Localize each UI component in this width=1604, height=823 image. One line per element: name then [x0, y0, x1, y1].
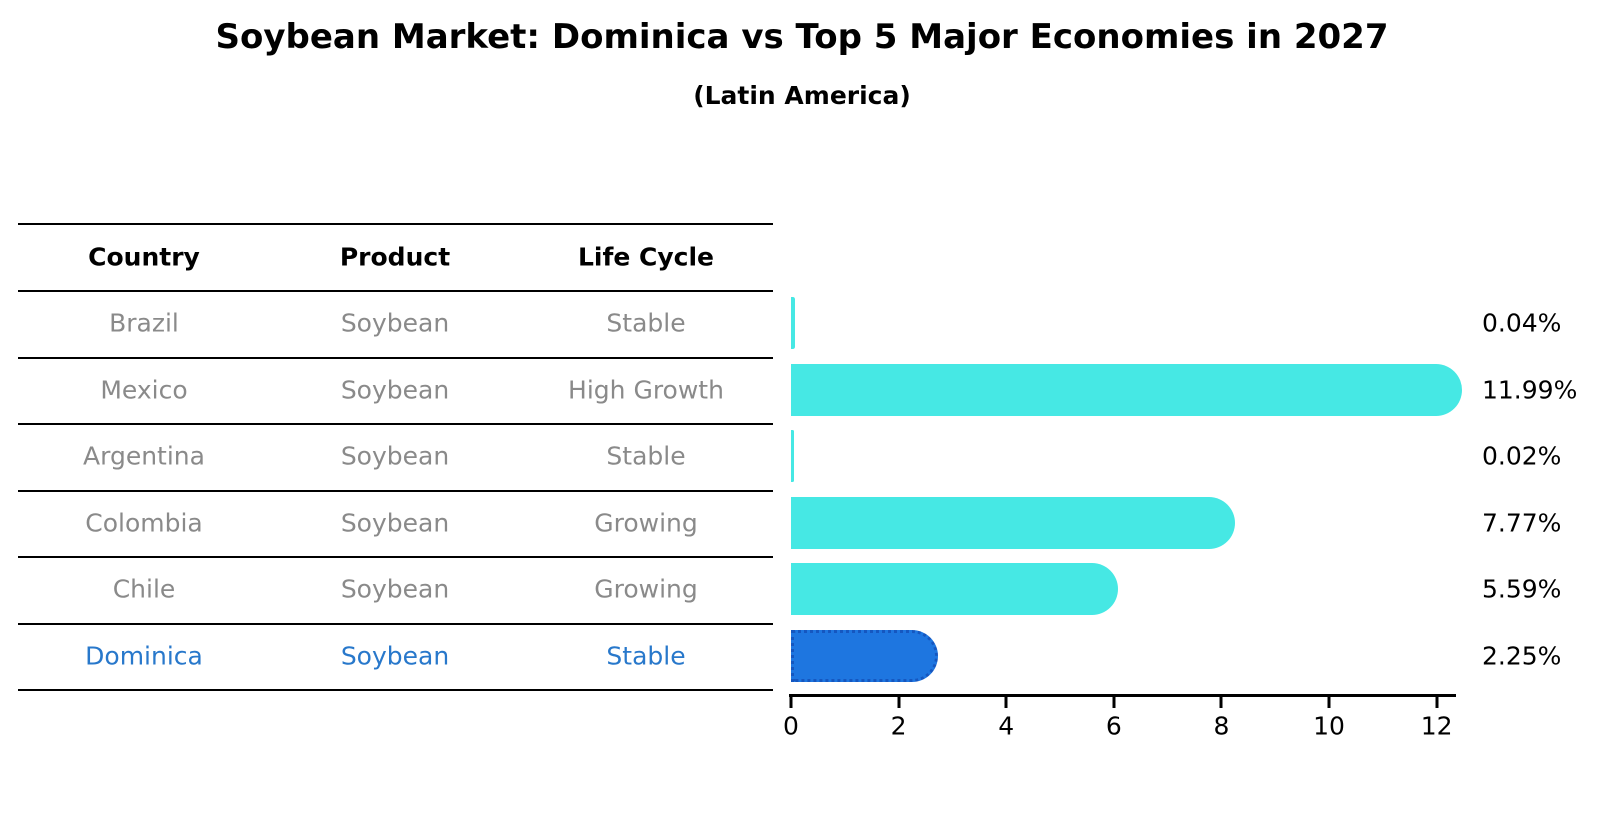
bar-value-label-colombia: 7.77%	[1482, 508, 1562, 538]
cell-product-chile: Soybean	[340, 574, 450, 604]
x-axis-tick-label: 6	[1105, 711, 1122, 741]
cell-country-brazil: Brazil	[109, 308, 179, 338]
cell-life-cycle-chile: Growing	[594, 574, 698, 604]
table-separator-line	[18, 290, 773, 292]
bar-value-label-dominica: 2.25%	[1482, 641, 1562, 671]
bar-value-label-mexico: 11.99%	[1482, 375, 1578, 405]
bar-value-label-argentina: 0.02%	[1482, 441, 1562, 471]
cell-life-cycle-argentina: Stable	[606, 441, 686, 471]
x-axis-tick-label: 4	[998, 711, 1015, 741]
table-header-product: Product	[339, 242, 451, 271]
cell-product-brazil: Soybean	[340, 308, 450, 338]
bar-brazil	[791, 297, 796, 350]
cell-life-cycle-colombia: Growing	[594, 508, 698, 538]
x-axis-tick-label: 12	[1420, 711, 1453, 741]
cell-country-colombia: Colombia	[85, 508, 203, 538]
cell-country-mexico: Mexico	[100, 375, 188, 405]
bar-mexico	[791, 363, 1463, 416]
x-axis-tick-label: 0	[783, 711, 799, 741]
chart-subtitle: (Latin America)	[693, 81, 911, 110]
cell-product-dominica: Soybean	[340, 641, 450, 671]
table-header-life-cycle: Life Cycle	[577, 242, 715, 271]
x-axis-tick	[897, 697, 901, 708]
bar-colombia	[791, 496, 1236, 549]
cell-life-cycle-brazil: Stable	[606, 308, 686, 338]
x-axis-tick	[1327, 697, 1331, 708]
table-separator-line	[18, 622, 773, 625]
bar-argentina	[791, 430, 794, 483]
x-axis-tick	[1435, 697, 1439, 708]
table-header-country: Country	[88, 242, 200, 271]
x-axis-tick-label: 10	[1313, 711, 1345, 741]
cell-country-argentina: Argentina	[83, 441, 205, 471]
cell-country-chile: Chile	[112, 574, 176, 604]
x-axis-tick-label: 8	[1213, 711, 1230, 741]
table-separator-line	[18, 423, 773, 425]
cell-life-cycle-mexico: High Growth	[568, 375, 724, 405]
cell-life-cycle-dominica: Stable	[606, 641, 686, 671]
x-axis-line	[789, 694, 1456, 697]
bar-dominica	[791, 629, 939, 682]
cell-country-dominica: Dominica	[85, 641, 203, 671]
bar-chile	[791, 563, 1118, 616]
x-axis-tick-label: 2	[890, 711, 907, 741]
x-axis-tick	[789, 697, 793, 708]
chart-title: Soybean Market: Dominica vs Top 5 Major …	[215, 17, 1389, 57]
bar-value-label-chile: 5.59%	[1482, 574, 1562, 604]
cell-product-mexico: Soybean	[340, 375, 450, 405]
table-separator-line	[18, 556, 773, 558]
table-separator-line	[18, 223, 773, 225]
cell-product-colombia: Soybean	[340, 508, 450, 538]
x-axis-tick	[1112, 697, 1116, 708]
x-axis-tick	[1219, 697, 1223, 708]
bar-value-label-brazil: 0.04%	[1482, 308, 1562, 338]
x-axis-tick	[1004, 697, 1008, 708]
cell-product-argentina: Soybean	[340, 441, 450, 471]
table-separator-line	[18, 489, 773, 492]
table-separator-line	[18, 689, 773, 691]
table-separator-line	[18, 356, 773, 359]
